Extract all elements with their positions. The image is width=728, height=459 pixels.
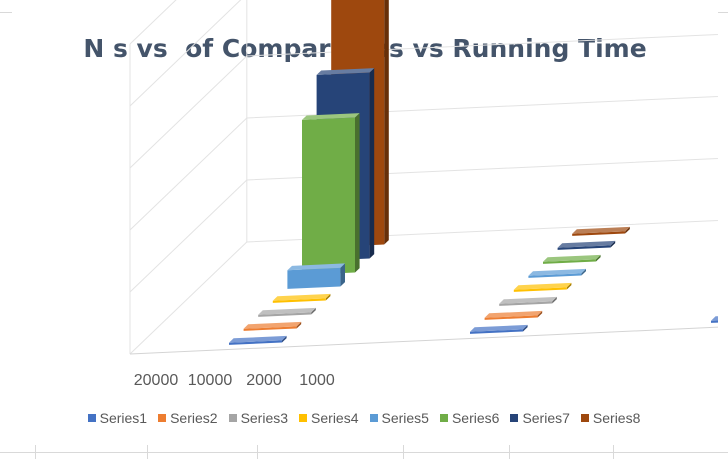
chart-bars bbox=[229, 0, 718, 345]
legend-item-series3[interactable]: Series3 bbox=[228, 410, 289, 426]
bar-series8-10000[interactable] bbox=[572, 226, 630, 236]
legend-label: Series8 bbox=[592, 410, 641, 426]
legend-swatch bbox=[228, 414, 237, 422]
legend-label: Series1 bbox=[99, 410, 148, 426]
chart-plot: 5000000040000000300000002000000010000000… bbox=[129, 0, 718, 389]
legend-swatch bbox=[158, 414, 167, 422]
legend-swatch bbox=[580, 414, 589, 422]
chart-area[interactable]: N s vs of Comparisons vs Running Time 50… bbox=[12, 0, 718, 445]
bar-series4-20000[interactable] bbox=[272, 293, 331, 303]
bar-series1-20000[interactable] bbox=[229, 335, 287, 345]
x-axis-labels: 20000 10000 2000 1000 bbox=[134, 372, 335, 389]
x-tick-label: 2000 bbox=[246, 372, 282, 389]
legend-label: Series5 bbox=[381, 410, 429, 426]
legend-swatch bbox=[510, 414, 519, 422]
legend-item-series8[interactable]: Series8 bbox=[580, 410, 641, 426]
x-tick-label: 1000 bbox=[299, 372, 335, 389]
legend-swatch bbox=[87, 414, 96, 422]
bar-series1-10000[interactable] bbox=[470, 324, 528, 334]
legend-swatch bbox=[439, 414, 448, 422]
chart-gridlines bbox=[129, 0, 718, 355]
chart-title: N s vs of Comparisons vs Running Time bbox=[83, 34, 647, 63]
bar-series5-10000[interactable] bbox=[528, 268, 586, 278]
legend-item-series1[interactable]: Series1 bbox=[87, 410, 148, 426]
legend-item-series5[interactable]: Series5 bbox=[369, 410, 429, 426]
bar-series2-20000[interactable] bbox=[243, 321, 302, 331]
legend-label: Series7 bbox=[522, 410, 570, 426]
legend-item-series7[interactable]: Series7 bbox=[510, 410, 570, 426]
legend-label: Series3 bbox=[240, 410, 289, 426]
bar-series3-20000[interactable] bbox=[258, 307, 316, 317]
legend-label: Series4 bbox=[311, 410, 359, 426]
chart-legend: Series1 Series2 Series3 Series4 Series5 Serie… bbox=[0, 410, 728, 426]
bar-series6-10000[interactable] bbox=[543, 254, 601, 264]
bar-series6-20000[interactable] bbox=[302, 113, 360, 275]
legend-item-series4[interactable]: Series4 bbox=[299, 410, 359, 426]
legend-item-series6[interactable]: Series6 bbox=[439, 410, 500, 426]
legend-swatch bbox=[299, 414, 308, 422]
bar-series5-20000[interactable] bbox=[287, 263, 345, 289]
bar-series7-10000[interactable] bbox=[557, 240, 616, 250]
x-tick-label: 10000 bbox=[188, 372, 233, 389]
legend-swatch bbox=[369, 414, 378, 422]
bar-series4-10000[interactable] bbox=[513, 282, 572, 292]
bar-series2-10000[interactable] bbox=[484, 310, 543, 320]
bar-series3-10000[interactable] bbox=[499, 296, 557, 306]
x-tick-label: 20000 bbox=[134, 372, 179, 389]
legend-item-series2[interactable]: Series2 bbox=[158, 410, 218, 426]
legend-label: Series2 bbox=[170, 410, 218, 426]
legend-label: Series6 bbox=[451, 410, 500, 426]
bar-series1-2000[interactable] bbox=[711, 314, 718, 323]
